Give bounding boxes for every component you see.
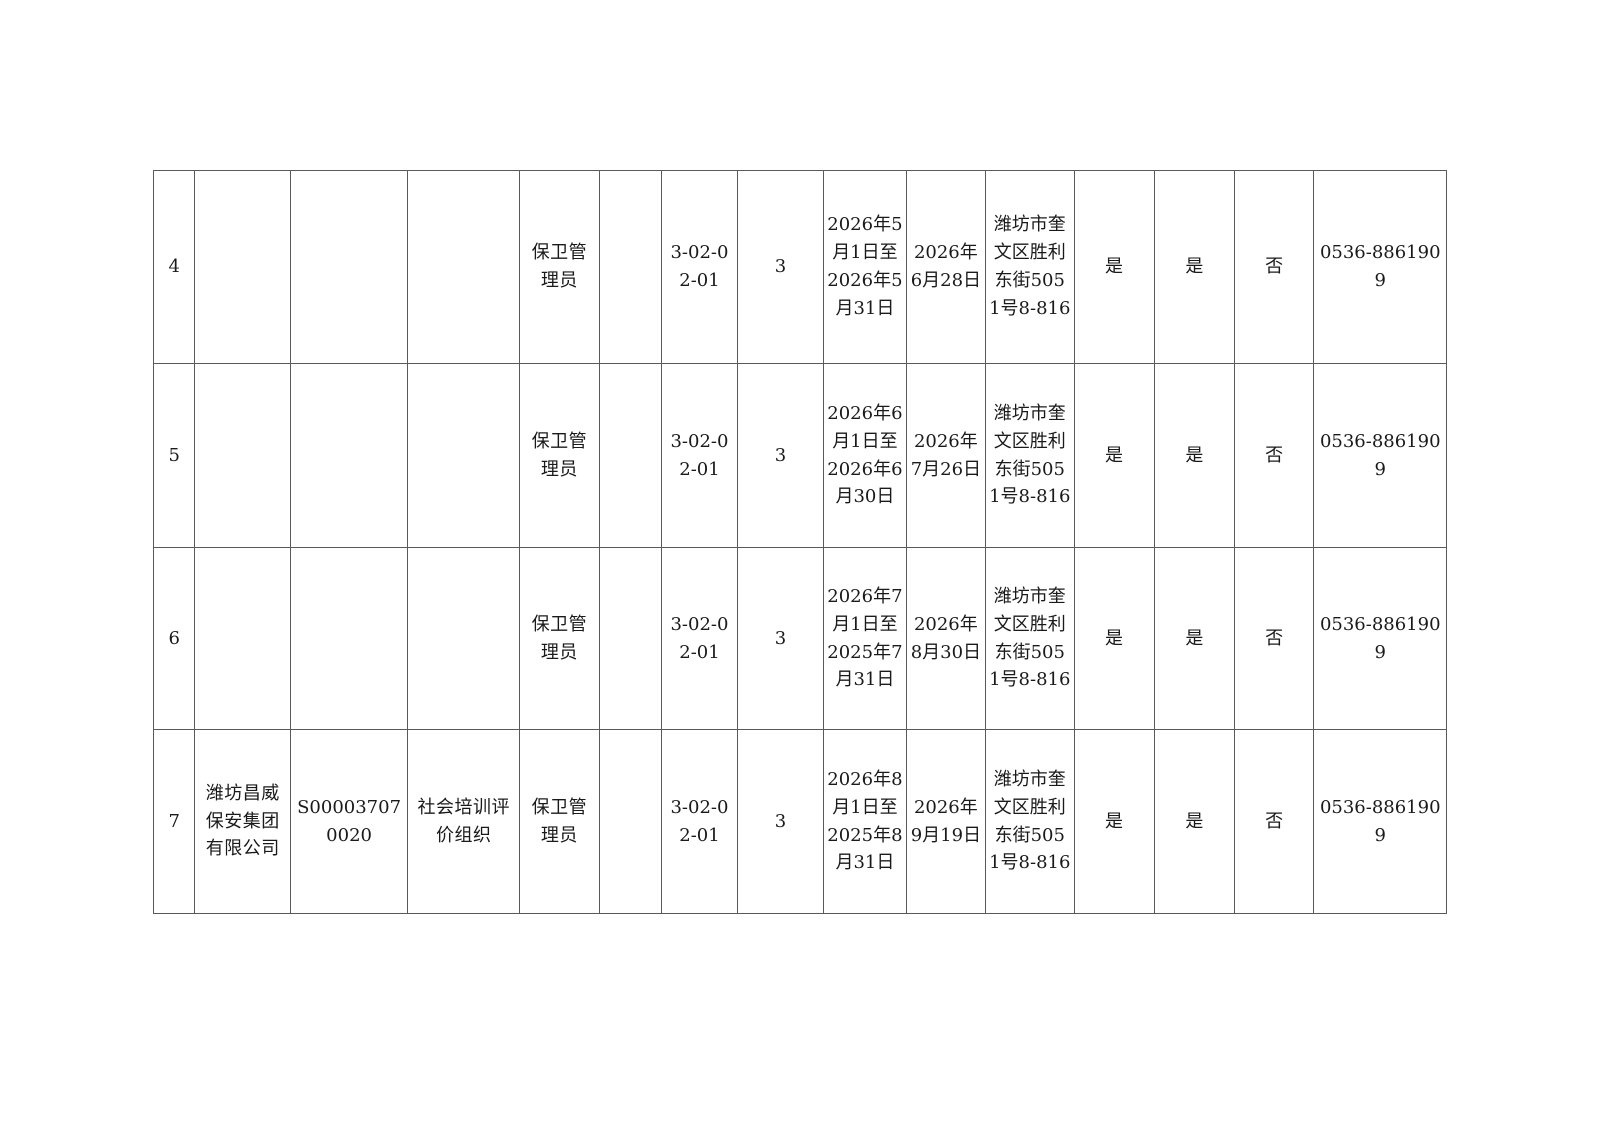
cell-occupation-code: 3-02-02-01: [661, 170, 738, 364]
cell-telephone: 0536-8861909: [1313, 729, 1447, 914]
table-row: 6 保卫管理员 3-02-02-01 3 2026年7月1日至2025年7月31…: [152, 547, 1447, 730]
cell-telephone: 0536-8861909: [1313, 547, 1447, 730]
cell-issue-date: 2026年6月28日: [905, 170, 986, 364]
cell-flag-1: 是: [1073, 363, 1155, 548]
cell-blank: [598, 547, 663, 730]
cell-period: 2026年7月1日至2025年7月31日: [823, 547, 907, 730]
cell-level: 3: [736, 363, 825, 548]
cell-occupation-code: 3-02-02-01: [661, 547, 738, 730]
cell-level: 3: [736, 170, 825, 364]
cell-flag-2: 是: [1153, 547, 1236, 730]
cell-blank: [598, 729, 663, 914]
cell-org-type: 社会培训评价组织: [407, 729, 521, 914]
assessment-schedule-table: 4 保卫管理员 3-02-02-01 3 2026年5月1日至2026年5月31…: [152, 170, 1447, 914]
cell-flag-3: 否: [1234, 547, 1315, 730]
cell-org-type: [407, 170, 521, 364]
cell-index: 7: [152, 729, 196, 914]
table-row: 7 潍坊昌威保安集团有限公司 S000037070020 社会培训评价组织 保卫…: [152, 729, 1447, 914]
cell-period: 2026年6月1日至2026年6月30日: [823, 363, 907, 548]
cell-occupation-code: 3-02-02-01: [661, 729, 738, 914]
cell-org-type: [407, 547, 521, 730]
cell-org-name: [194, 547, 292, 730]
cell-org-type: [407, 363, 521, 548]
cell-org-name: [194, 170, 292, 364]
cell-issue-date: 2026年9月19日: [905, 729, 986, 914]
cell-org-code: [290, 363, 409, 548]
cell-flag-3: 否: [1234, 729, 1315, 914]
cell-telephone: 0536-8861909: [1313, 170, 1447, 364]
cell-index: 6: [152, 547, 196, 730]
table-row: 5 保卫管理员 3-02-02-01 3 2026年6月1日至2026年6月30…: [152, 363, 1447, 548]
table-row: 4 保卫管理员 3-02-02-01 3 2026年5月1日至2026年5月31…: [152, 170, 1447, 364]
cell-issue-date: 2026年8月30日: [905, 547, 986, 730]
cell-address: 潍坊市奎文区胜利东街5051号8-816: [984, 363, 1075, 548]
cell-flag-2: 是: [1153, 729, 1236, 914]
cell-org-name: 潍坊昌威保安集团有限公司: [194, 729, 292, 914]
cell-flag-1: 是: [1073, 547, 1155, 730]
cell-org-code: [290, 547, 409, 730]
cell-address: 潍坊市奎文区胜利东街5051号8-816: [984, 170, 1075, 364]
cell-level: 3: [736, 547, 825, 730]
cell-org-name: [194, 363, 292, 548]
cell-issue-date: 2026年7月26日: [905, 363, 986, 548]
cell-occupation: 保卫管理员: [519, 729, 600, 914]
cell-occupation-code: 3-02-02-01: [661, 363, 738, 548]
cell-address: 潍坊市奎文区胜利东街5051号8-816: [984, 547, 1075, 730]
cell-blank: [598, 363, 663, 548]
cell-occupation: 保卫管理员: [519, 170, 600, 364]
cell-period: 2026年8月1日至2025年8月31日: [823, 729, 907, 914]
cell-index: 4: [152, 170, 196, 364]
cell-occupation: 保卫管理员: [519, 363, 600, 548]
cell-blank: [598, 170, 663, 364]
cell-level: 3: [736, 729, 825, 914]
cell-period: 2026年5月1日至2026年5月31日: [823, 170, 907, 364]
cell-flag-3: 否: [1234, 170, 1315, 364]
table-container: 4 保卫管理员 3-02-02-01 3 2026年5月1日至2026年5月31…: [152, 170, 1447, 914]
cell-flag-3: 否: [1234, 363, 1315, 548]
cell-occupation: 保卫管理员: [519, 547, 600, 730]
cell-org-code: S000037070020: [290, 729, 409, 914]
cell-org-code: [290, 170, 409, 364]
cell-address: 潍坊市奎文区胜利东街5051号8-816: [984, 729, 1075, 914]
cell-flag-1: 是: [1073, 729, 1155, 914]
cell-flag-2: 是: [1153, 363, 1236, 548]
cell-telephone: 0536-8861909: [1313, 363, 1447, 548]
cell-flag-1: 是: [1073, 170, 1155, 364]
cell-flag-2: 是: [1153, 170, 1236, 364]
cell-index: 5: [152, 363, 196, 548]
